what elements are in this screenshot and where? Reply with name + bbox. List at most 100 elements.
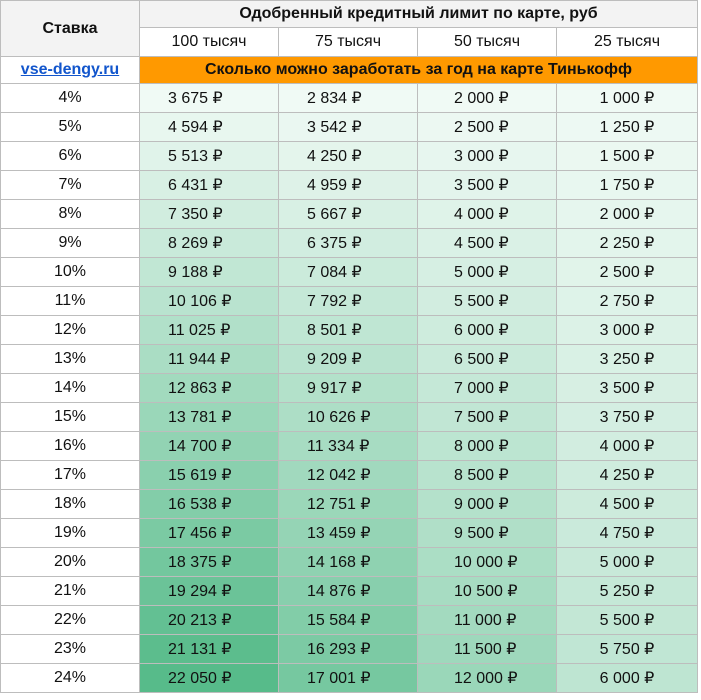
site-link[interactable]: vse-dengy.ru <box>20 61 120 78</box>
earnings-cell: 7 500 ₽ <box>417 402 557 432</box>
earnings-cell: 11 334 ₽ <box>278 431 418 461</box>
rate-cell: 8% <box>0 199 140 229</box>
table-row: 15% 13 781 ₽10 626 ₽7 500 ₽3 750 ₽ <box>0 402 699 432</box>
earnings-cell: 6 000 ₽ <box>417 315 557 345</box>
earnings-cell: 8 269 ₽ <box>139 228 279 258</box>
earnings-cell: 11 000 ₽ <box>417 605 557 635</box>
earnings-cell: 12 751 ₽ <box>278 489 418 519</box>
earnings-cell: 9 000 ₽ <box>417 489 557 519</box>
table-row: 7% 6 431 ₽4 959 ₽3 500 ₽1 750 ₽ <box>0 170 699 200</box>
rate-cell: 19% <box>0 518 140 548</box>
table-row: 19% 17 456 ₽13 459 ₽9 500 ₽4 750 ₽ <box>0 518 699 548</box>
earnings-cell: 6 375 ₽ <box>278 228 418 258</box>
earnings-cell: 19 294 ₽ <box>139 576 279 606</box>
earnings-cell: 15 619 ₽ <box>139 460 279 490</box>
earnings-cell: 9 500 ₽ <box>417 518 557 548</box>
rate-cell: 15% <box>0 402 140 432</box>
earnings-cell: 1 750 ₽ <box>555 170 699 200</box>
earnings-cell: 14 876 ₽ <box>278 576 418 606</box>
earnings-cell: 3 500 ₽ <box>555 373 699 403</box>
table-row: 8% 7 350 ₽5 667 ₽4 000 ₽2 000 ₽ <box>0 199 699 229</box>
earnings-cell: 18 375 ₽ <box>139 547 279 577</box>
earnings-cell: 7 000 ₽ <box>417 373 557 403</box>
earnings-cell: 2 250 ₽ <box>555 228 699 258</box>
earnings-cell: 3 000 ₽ <box>417 141 557 171</box>
earnings-cell: 5 500 ₽ <box>417 286 557 316</box>
earnings-cell: 6 500 ₽ <box>417 344 557 374</box>
earnings-cell: 5 667 ₽ <box>278 199 418 229</box>
header-row-top: Ставка Одобренный кредитный лимит по кар… <box>0 0 699 57</box>
earnings-cell: 10 000 ₽ <box>417 547 557 577</box>
earnings-cell: 11 025 ₽ <box>139 315 279 345</box>
earnings-cell: 5 750 ₽ <box>555 634 699 664</box>
table-row: 22% 20 213 ₽15 584 ₽11 000 ₽5 500 ₽ <box>0 605 699 635</box>
column-header-75k: 75 тысяч <box>278 27 418 57</box>
rate-cell: 17% <box>0 460 140 490</box>
earnings-cell: 2 500 ₽ <box>555 257 699 287</box>
rate-cell: 24% <box>0 663 140 693</box>
table-row: 13% 11 944 ₽9 209 ₽6 500 ₽3 250 ₽ <box>0 344 699 374</box>
earnings-cell: 4 500 ₽ <box>555 489 699 519</box>
rate-cell: 16% <box>0 431 140 461</box>
rate-cell: 9% <box>0 228 140 258</box>
earnings-cell: 10 106 ₽ <box>139 286 279 316</box>
rate-cell: 12% <box>0 315 140 345</box>
earnings-cell: 12 042 ₽ <box>278 460 418 490</box>
table-row: 17% 15 619 ₽12 042 ₽8 500 ₽4 250 ₽ <box>0 460 699 490</box>
earnings-cell: 9 188 ₽ <box>139 257 279 287</box>
column-header-100k: 100 тысяч <box>139 27 279 57</box>
rate-column-header: Ставка <box>0 0 140 57</box>
earnings-cell: 3 500 ₽ <box>417 170 557 200</box>
earnings-cell: 9 917 ₽ <box>278 373 418 403</box>
header-row-columns: 100 тысяч 75 тысяч 50 тысяч 25 тысяч <box>1 27 699 57</box>
table-row: 21% 19 294 ₽14 876 ₽10 500 ₽5 250 ₽ <box>0 576 699 606</box>
earnings-cell: 2 500 ₽ <box>417 112 557 142</box>
rate-cell: 20% <box>0 547 140 577</box>
rate-cell: 6% <box>0 141 140 171</box>
column-header-50k: 50 тысяч <box>417 27 557 57</box>
banner-title: Сколько можно заработать за год на карте… <box>138 56 699 84</box>
earnings-cell: 4 250 ₽ <box>278 141 418 171</box>
credit-limit-title: Одобренный кредитный лимит по карте, руб <box>138 0 699 28</box>
rate-cell: 13% <box>0 344 140 374</box>
earnings-cell: 10 626 ₽ <box>278 402 418 432</box>
earnings-cell: 17 001 ₽ <box>278 663 418 693</box>
earnings-cell: 14 168 ₽ <box>278 547 418 577</box>
table-row: 6% 5 513 ₽4 250 ₽3 000 ₽1 500 ₽ <box>0 141 699 171</box>
table-row: 16% 14 700 ₽11 334 ₽8 000 ₽4 000 ₽ <box>0 431 699 461</box>
earnings-cell: 7 792 ₽ <box>278 286 418 316</box>
earnings-cell: 1 000 ₽ <box>555 83 699 113</box>
earnings-cell: 5 513 ₽ <box>139 141 279 171</box>
rate-cell: 11% <box>0 286 140 316</box>
earnings-cell: 22 050 ₽ <box>139 663 279 693</box>
earnings-cell: 16 293 ₽ <box>278 634 418 664</box>
rate-cell: 21% <box>0 576 140 606</box>
earnings-cell: 4 500 ₽ <box>417 228 557 258</box>
rate-cell: 10% <box>0 257 140 287</box>
earnings-cell: 8 501 ₽ <box>278 315 418 345</box>
table-row: 9% 8 269 ₽6 375 ₽4 500 ₽2 250 ₽ <box>0 228 699 258</box>
earnings-cell: 11 944 ₽ <box>139 344 279 374</box>
table-row: 24% 22 050 ₽17 001 ₽12 000 ₽6 000 ₽ <box>0 663 699 693</box>
table-row: 4% 3 675 ₽2 834 ₽2 000 ₽1 000 ₽ <box>0 83 699 113</box>
earnings-cell: 20 213 ₽ <box>139 605 279 635</box>
table-row: 12% 11 025 ₽8 501 ₽6 000 ₽3 000 ₽ <box>0 315 699 345</box>
earnings-cell: 3 000 ₽ <box>555 315 699 345</box>
earnings-cell: 5 000 ₽ <box>417 257 557 287</box>
rate-cell: 14% <box>0 373 140 403</box>
earnings-cell: 1 500 ₽ <box>555 141 699 171</box>
earnings-cell: 4 594 ₽ <box>139 112 279 142</box>
earnings-cell: 14 700 ₽ <box>139 431 279 461</box>
earnings-cell: 7 084 ₽ <box>278 257 418 287</box>
earnings-cell: 3 675 ₽ <box>139 83 279 113</box>
earnings-cell: 3 250 ₽ <box>555 344 699 374</box>
earnings-cell: 2 000 ₽ <box>417 83 557 113</box>
rate-cell: 18% <box>0 489 140 519</box>
earnings-cell: 13 781 ₽ <box>139 402 279 432</box>
earnings-cell: 2 834 ₽ <box>278 83 418 113</box>
earnings-cell: 4 250 ₽ <box>555 460 699 490</box>
column-header-25k: 25 тысяч <box>555 27 699 57</box>
table-row: 10% 9 188 ₽7 084 ₽5 000 ₽2 500 ₽ <box>0 257 699 287</box>
earnings-cell: 12 000 ₽ <box>417 663 557 693</box>
table-row: 18% 16 538 ₽12 751 ₽9 000 ₽4 500 ₽ <box>0 489 699 519</box>
